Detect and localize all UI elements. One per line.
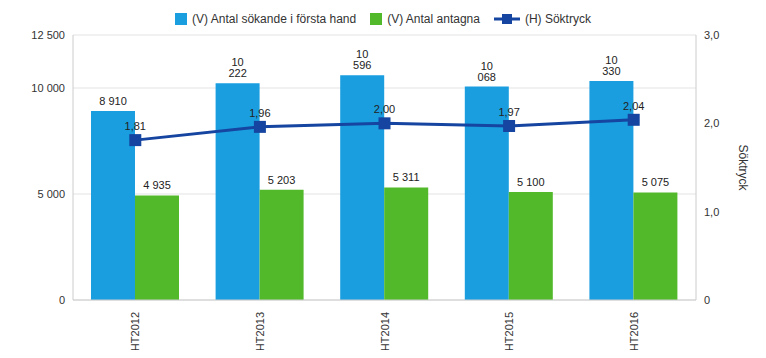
- svg-text:2,0: 2,0: [704, 117, 719, 129]
- svg-text:10 000: 10 000: [31, 82, 65, 94]
- svg-text:0: 0: [704, 294, 710, 306]
- svg-text:HT2012: HT2012: [129, 312, 141, 350]
- svg-text:5 000: 5 000: [37, 188, 65, 200]
- svg-text:HT2013: HT2013: [254, 312, 266, 350]
- html-text:(V) Antal sökande i första han: (V) Antal sökande i första hand: [192, 12, 357, 26]
- html-text:(V) Antal antagna: (V) Antal antagna: [387, 12, 480, 26]
- svg-text:5 075: 5 075: [642, 176, 670, 188]
- svg-text:12 500: 12 500: [31, 29, 65, 41]
- svg-text:3,0: 3,0: [704, 29, 719, 41]
- svg-text:8 910: 8 910: [99, 95, 127, 107]
- svg-text:1,96: 1,96: [249, 107, 270, 119]
- svg-text:1,81: 1,81: [125, 120, 146, 132]
- svg-text:5 100: 5 100: [517, 176, 545, 188]
- svg-text:5 203: 5 203: [268, 174, 296, 186]
- svg-text:Söktryck: Söktryck: [736, 144, 750, 191]
- svg-text:HT2016: HT2016: [628, 312, 640, 350]
- html-text:(H) Söktryck: (H) Söktryck: [524, 12, 591, 26]
- svg-text:2,00: 2,00: [374, 103, 395, 115]
- svg-text:10330: 10330: [602, 54, 620, 77]
- svg-text:1,0: 1,0: [704, 206, 719, 218]
- svg-text:5 311: 5 311: [393, 171, 420, 183]
- svg-text:HT2014: HT2014: [379, 312, 391, 350]
- svg-text:4 935: 4 935: [143, 179, 171, 191]
- svg-text:10068: 10068: [478, 60, 496, 83]
- svg-text:HT2015: HT2015: [503, 312, 515, 350]
- svg-text:10596: 10596: [353, 48, 371, 71]
- svg-text:2,04: 2,04: [623, 100, 644, 112]
- svg-text:0: 0: [59, 294, 65, 306]
- svg-text:1,97: 1,97: [498, 106, 519, 118]
- svg-text:10222: 10222: [228, 56, 246, 79]
